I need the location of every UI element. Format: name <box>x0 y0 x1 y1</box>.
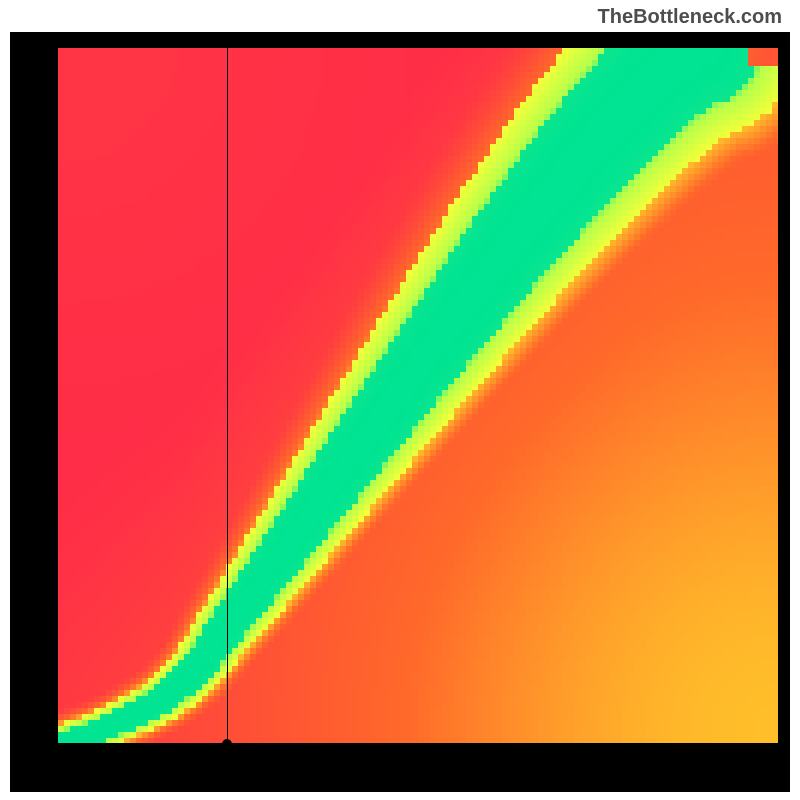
marker-horizontal-line <box>58 743 778 744</box>
marker-vertical-line <box>227 48 228 744</box>
heatmap-canvas <box>58 48 778 744</box>
watermark-text: TheBottleneck.com <box>598 6 782 29</box>
plot-frame <box>10 32 790 792</box>
heatmap-area <box>58 48 778 744</box>
marker-dot <box>222 739 232 749</box>
